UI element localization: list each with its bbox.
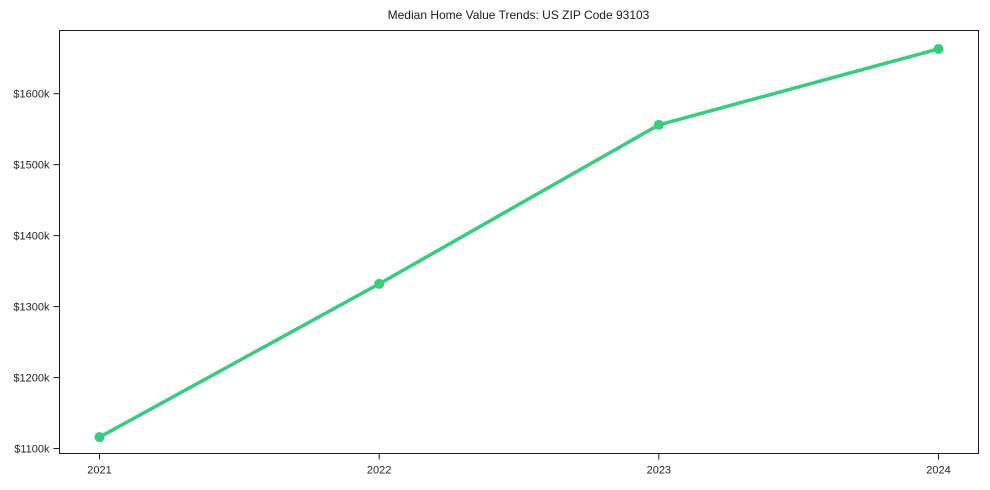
y-tick-label: $1500k	[13, 159, 50, 171]
y-tick-label: $1200k	[13, 372, 50, 384]
data-point-2022	[374, 278, 385, 289]
plot-frame	[59, 30, 979, 454]
x-tick-label: 2023	[647, 465, 671, 477]
x-tick-label: 2021	[87, 465, 111, 477]
data-point-2023	[653, 119, 664, 130]
chart-title: Median Home Value Trends: US ZIP Code 93…	[387, 8, 650, 22]
trend-line	[97, 47, 941, 439]
y-tick-label: $1400k	[13, 230, 50, 242]
data-point-2024	[933, 43, 944, 54]
y-tick-label: $1300k	[13, 301, 50, 313]
x-tick-label: 2024	[926, 465, 950, 477]
y-tick-label: $1600k	[13, 89, 50, 101]
y-tick-label: $1100k	[14, 443, 50, 455]
data-point-2021	[94, 432, 105, 443]
x-tick-label: 2022	[367, 465, 391, 477]
